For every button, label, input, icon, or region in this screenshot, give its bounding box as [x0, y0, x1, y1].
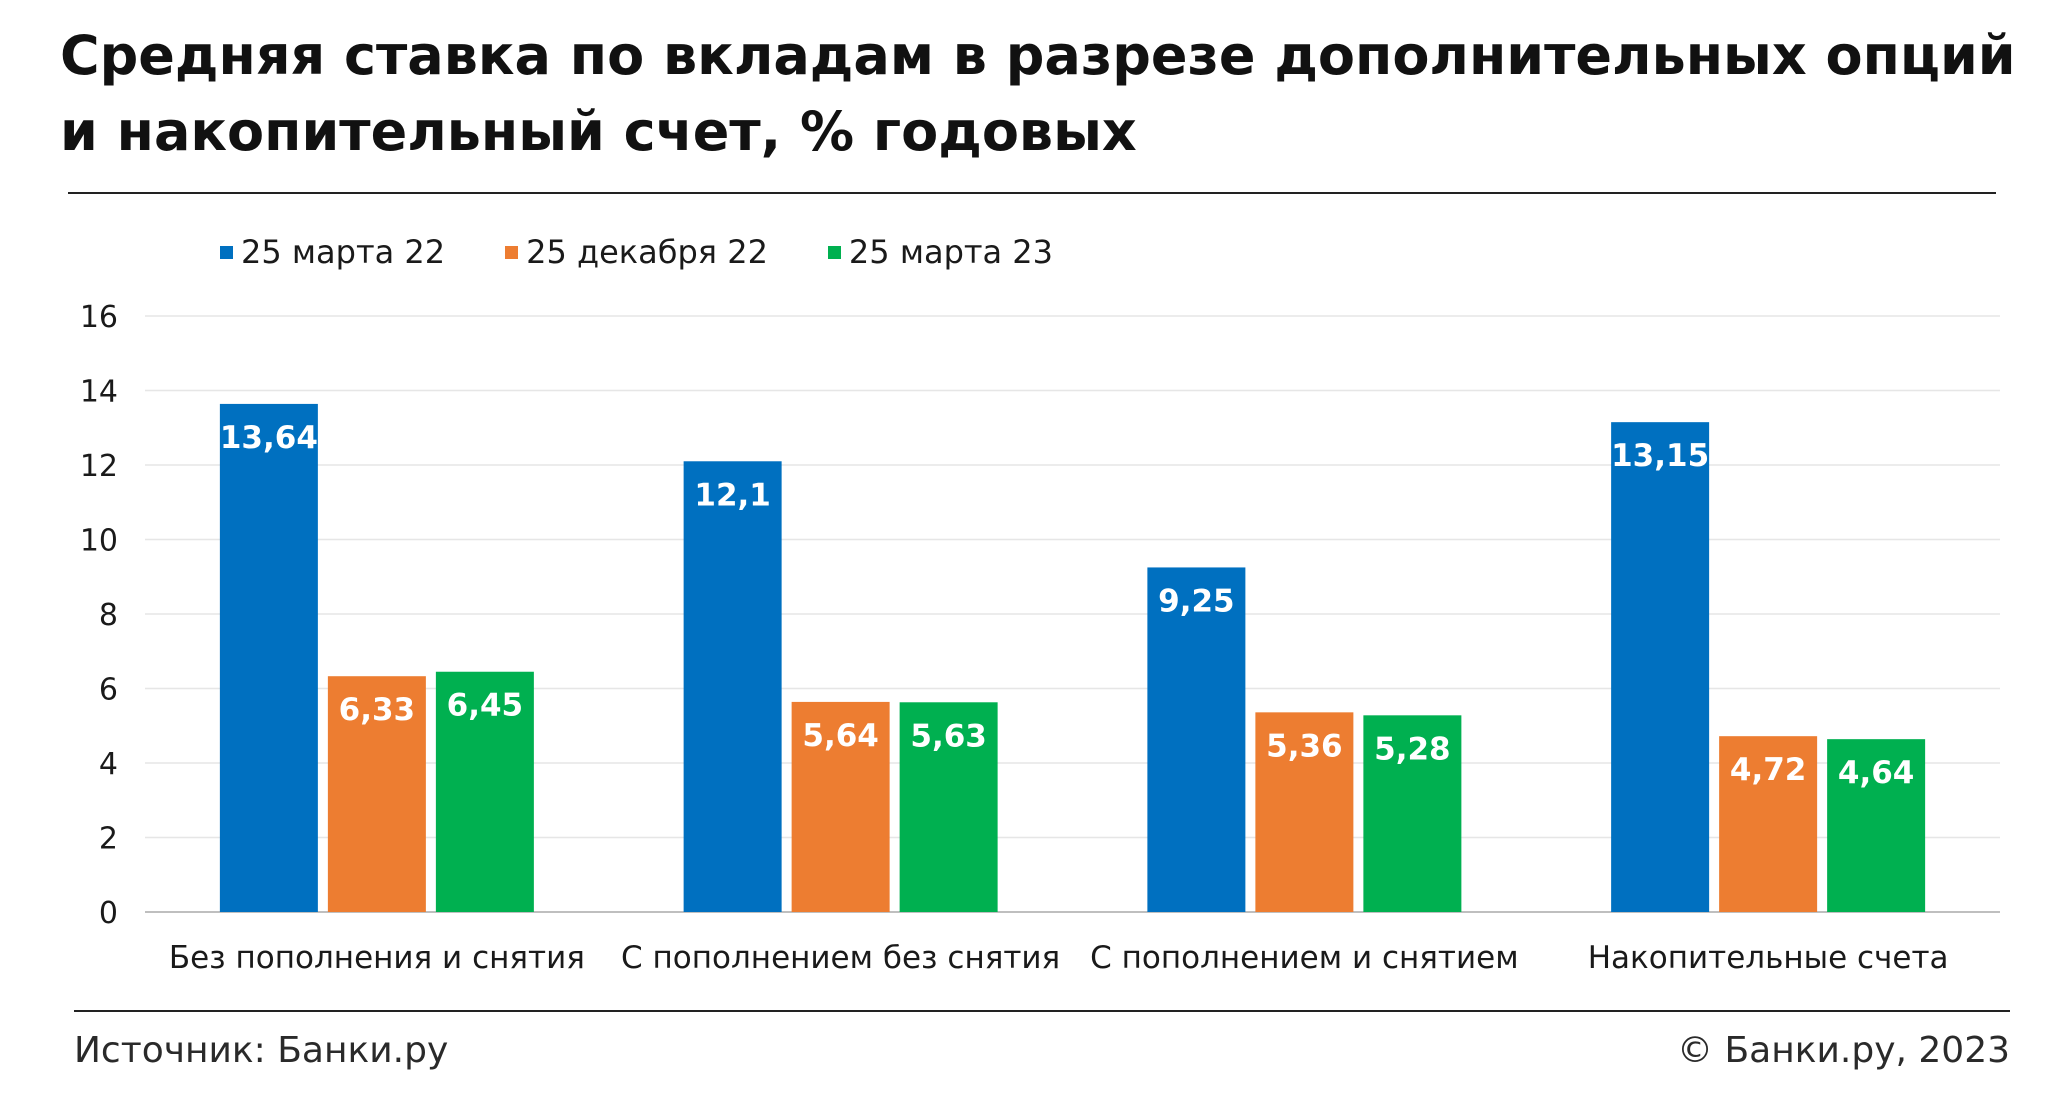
- data-label: 13,15: [1611, 438, 1709, 474]
- legend-swatch-series-0: [220, 245, 233, 259]
- legend-swatch-series-1: [505, 245, 519, 259]
- data-label: 5,64: [802, 718, 879, 754]
- bar-series-0-cat-1: [683, 461, 782, 912]
- y-tick-label: 12: [80, 449, 118, 484]
- data-label: 13,64: [220, 420, 318, 456]
- source-note: Источник: Банки.ру: [74, 1030, 449, 1071]
- y-tick-label: 6: [99, 673, 118, 708]
- legend-label-series-0: 25 марта 22: [241, 233, 446, 271]
- y-tick-label: 14: [80, 375, 118, 410]
- legend: 25 марта 22 25 декабря 22 25 марта 23: [220, 228, 1113, 276]
- bar-series-2-cat-3: [1827, 739, 1926, 912]
- bar-series-0-cat-2: [1147, 567, 1246, 912]
- data-label: 12,1: [694, 477, 771, 513]
- data-label: 6,45: [447, 688, 524, 724]
- y-tick-label: 16: [80, 300, 118, 335]
- bar-series-2-cat-2: [1363, 715, 1462, 912]
- x-category-label: С пополнением без снятия: [621, 940, 1060, 976]
- bar-series-1-cat-0: [327, 676, 426, 912]
- legend-label-series-1: 25 декабря 22: [526, 233, 768, 271]
- bar-series-1-cat-1: [791, 701, 890, 912]
- data-label: 6,33: [339, 692, 416, 728]
- bar-series-2-cat-1: [899, 702, 998, 912]
- data-label: 9,25: [1158, 583, 1235, 619]
- bar-chart: 0 2 4 6 8 10 12 14 16 13,64 6,33 6,45 Без пополнения…: [80, 300, 2000, 976]
- title-divider: [68, 192, 1996, 194]
- bar-series-2-cat-0: [435, 671, 534, 912]
- y-tick-label: 0: [99, 896, 118, 931]
- legend-item-series-0: 25 марта 22: [220, 233, 445, 271]
- copyright-note: © Банки.ру, 2023: [1677, 1030, 2010, 1071]
- x-category-label: Накопительные счета: [1588, 940, 1949, 976]
- y-tick-label: 10: [80, 524, 118, 559]
- legend-item-series-2: 25 марта 23: [827, 233, 1054, 271]
- bar-series-0-cat-0: [219, 403, 318, 912]
- x-category-label: Без пополнения и снятия: [169, 940, 585, 976]
- footer-divider: [74, 1010, 2010, 1012]
- legend-item-series-1: 25 декабря 22: [505, 233, 768, 271]
- data-label: 5,36: [1266, 728, 1343, 764]
- legend-swatch-series-2: [827, 245, 841, 259]
- bar-series-1-cat-3: [1719, 736, 1818, 912]
- data-label: 4,72: [1730, 752, 1807, 788]
- data-label: 4,64: [1838, 755, 1915, 791]
- legend-label-series-2: 25 марта 23: [848, 233, 1054, 271]
- bar-series-1-cat-2: [1255, 712, 1354, 912]
- data-label: 5,63: [910, 718, 987, 754]
- y-tick-label: 8: [99, 598, 118, 633]
- data-label: 5,28: [1374, 731, 1451, 767]
- bar-series-0-cat-3: [1611, 422, 1710, 912]
- y-tick-label: 2: [99, 822, 118, 857]
- y-tick-label: 4: [99, 747, 118, 782]
- x-category-label: С пополнением и снятием: [1090, 940, 1518, 976]
- chart-title: Средняя ставка по вкладам в разрезе допо…: [60, 24, 2016, 163]
